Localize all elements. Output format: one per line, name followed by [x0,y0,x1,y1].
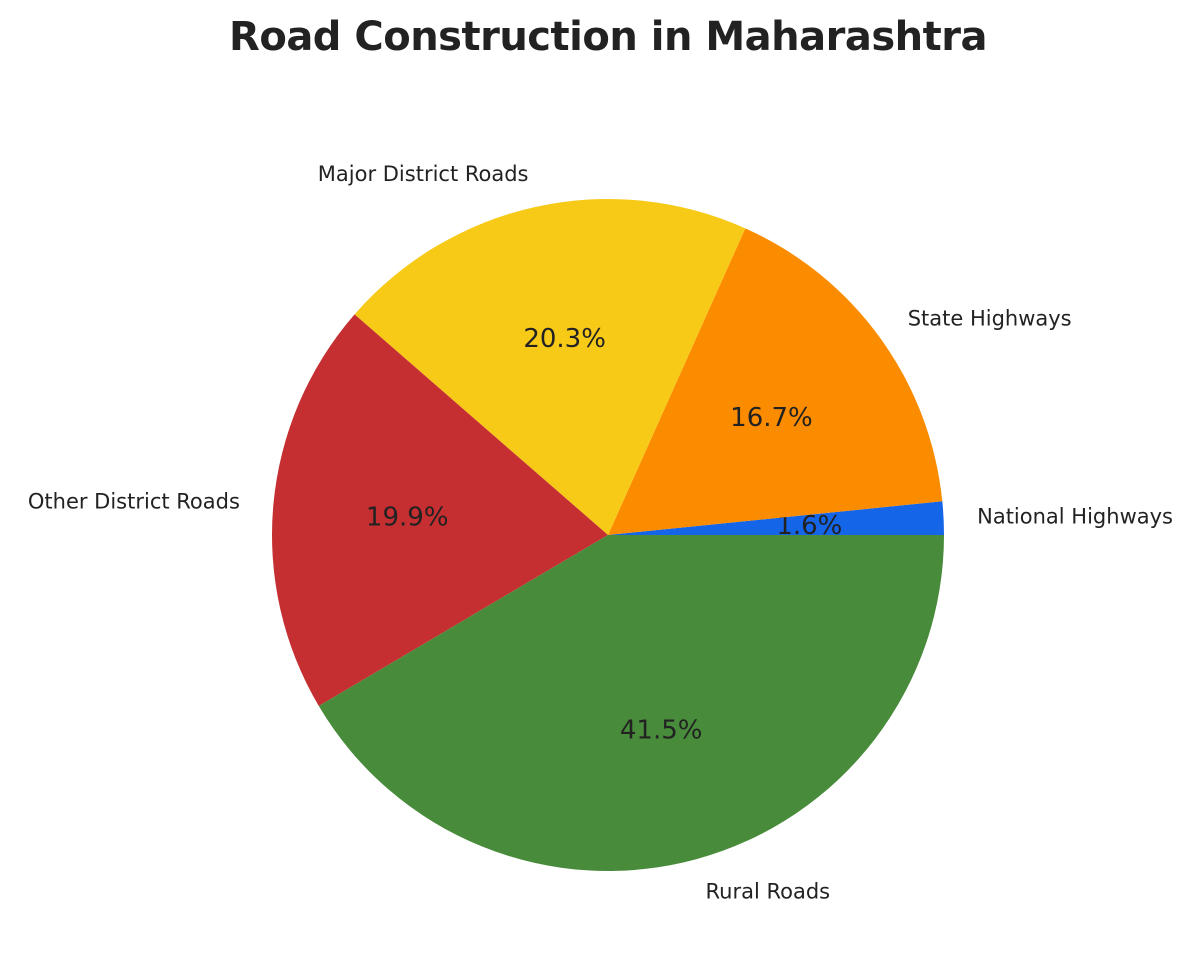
slice-percent-label: 19.9% [366,503,449,533]
pie-slice-major-district-roads [354,198,746,535]
slice-category-label: Rural Roads [706,880,831,904]
slice-category-label: Other District Roads [28,489,240,513]
slice-percent-label: 41.5% [620,715,703,745]
pie-slice-other-district-roads [272,314,608,707]
pie-slice-national-highways [608,501,944,535]
slice-category-label: Major District Roads [318,162,529,186]
slice-percent-label: 16.7% [730,403,813,433]
slice-category-label: National Highways [977,504,1173,528]
slice-percent-label: 20.3% [523,324,606,354]
pie-slice-state-highways [608,228,943,535]
pie-slice-rural-roads [318,535,945,871]
slice-category-label: State Highways [908,307,1072,331]
chart-title: Road Construction in Maharashtra [229,14,987,60]
